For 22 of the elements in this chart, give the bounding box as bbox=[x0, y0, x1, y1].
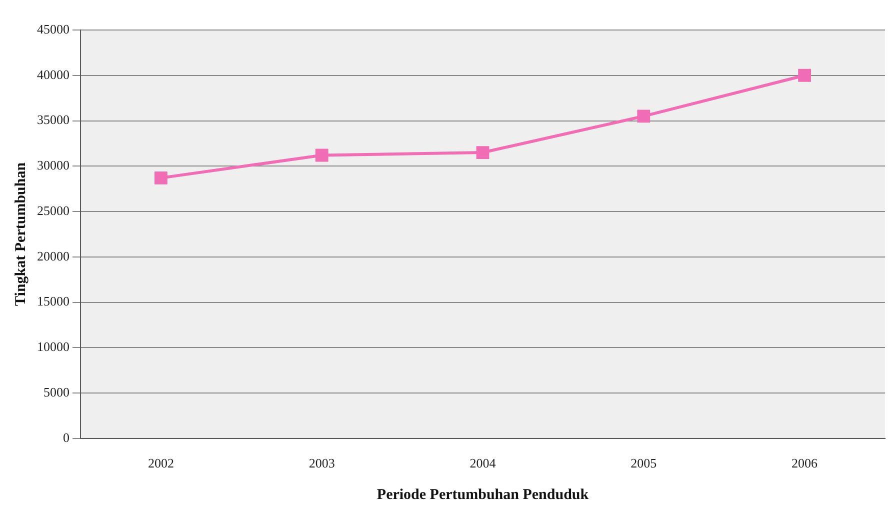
point bbox=[798, 68, 811, 82]
y-tick-label: 40000 bbox=[37, 66, 70, 82]
point bbox=[154, 171, 168, 184]
point bbox=[476, 146, 490, 159]
y-axis-title: Tingkat Pertumbuhan bbox=[12, 162, 29, 306]
y-tick-label: 25000 bbox=[37, 202, 70, 218]
y-tick-label: 30000 bbox=[37, 158, 70, 173]
x-axis-title: Periode Pertumbuhan Penduduk bbox=[376, 486, 590, 503]
point bbox=[637, 110, 650, 123]
x-tick-label: 2006 bbox=[792, 456, 818, 471]
x-tick-label: 2004 bbox=[470, 456, 496, 471]
x-tick-label: 2003 bbox=[308, 456, 335, 471]
y-tick-label: 45000 bbox=[37, 21, 70, 36]
y-tick-label: 20000 bbox=[37, 248, 70, 264]
point bbox=[315, 148, 328, 162]
x-tick-label: 2002 bbox=[148, 456, 174, 471]
y-tick-label: 35000 bbox=[37, 112, 70, 128]
y-tick-label: 10000 bbox=[37, 339, 70, 354]
y-tick-label: 15000 bbox=[37, 294, 70, 309]
x-tick-label: 2005 bbox=[630, 456, 657, 471]
y-tick-label: 5000 bbox=[44, 384, 70, 400]
y-tick-label: 0 bbox=[63, 430, 70, 445]
